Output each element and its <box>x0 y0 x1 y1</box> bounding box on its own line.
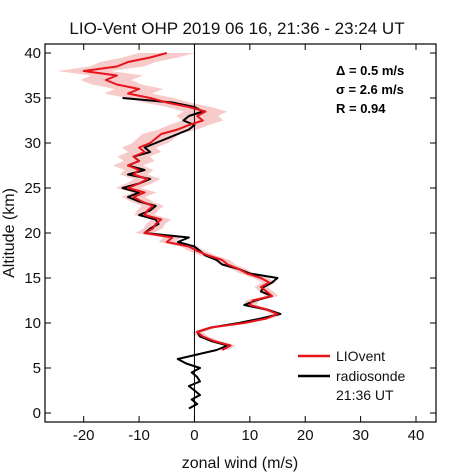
y-axis-label: Altitude (km) <box>1 188 18 278</box>
y-tick-label: 5 <box>33 360 41 377</box>
stats-box: Δ = 0.5 m/s σ = 2.6 m/s R = 0.94 <box>336 63 404 116</box>
x-axis-label: zonal wind (m/s) <box>182 455 298 472</box>
plot-area: -20 -10 0 10 20 30 40 0 5 10 15 20 25 30 35 40 <box>24 43 437 444</box>
x-tick-label: 10 <box>242 427 259 444</box>
stat-sigma: σ = 2.6 m/s <box>336 82 404 97</box>
y-tick-label: 40 <box>24 45 41 62</box>
legend-radiosonde-label: radiosonde <box>336 368 405 384</box>
stat-delta: Δ = 0.5 m/s <box>336 63 404 78</box>
x-tick-label: 20 <box>297 427 314 444</box>
y-tick-label: 30 <box>24 135 41 152</box>
legend-radiosonde-time: 21:36 UT <box>336 387 394 403</box>
x-tick-label: 40 <box>408 427 425 444</box>
y-tick-label: 35 <box>24 90 41 107</box>
x-tick-label: 0 <box>190 427 198 444</box>
legend-liovent-label: LIOvent <box>336 348 385 364</box>
y-tick-label: 25 <box>24 180 41 197</box>
y-tick-label: 10 <box>24 315 41 332</box>
x-tick-label: 30 <box>352 427 369 444</box>
liovent-series-line <box>82 52 279 351</box>
legend: LIOvent radiosonde 21:36 UT <box>298 348 405 403</box>
chart-title: LIO-Vent OHP 2019 06 16, 21:36 - 23:24 U… <box>69 19 404 38</box>
stat-r: R = 0.94 <box>336 101 386 116</box>
y-tick-label: 20 <box>24 225 41 242</box>
x-axis-ticks: -20 -10 0 10 20 30 40 <box>73 44 424 444</box>
x-tick-label: -20 <box>73 427 95 444</box>
y-axis-ticks: 0 5 10 15 20 25 30 35 40 <box>24 45 436 422</box>
y-tick-label: 0 <box>33 405 41 422</box>
y-tick-label: 15 <box>24 270 41 287</box>
x-tick-label: -10 <box>128 427 150 444</box>
